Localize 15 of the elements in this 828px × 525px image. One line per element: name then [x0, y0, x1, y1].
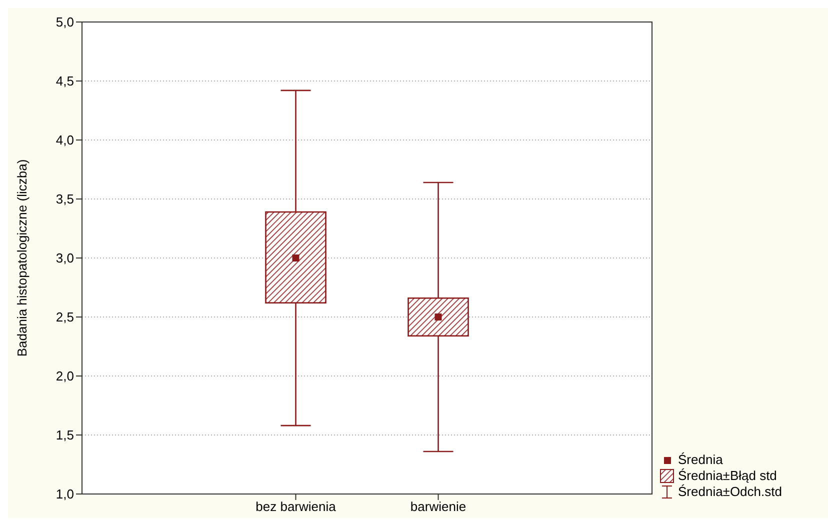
- y-axis-title: Badania histopatologiczne (liczba): [14, 159, 30, 357]
- y-tick-label: 4,0: [56, 132, 74, 148]
- y-tick-label: 5,0: [56, 14, 74, 30]
- text: Średnia±Odch.std: [678, 484, 782, 500]
- y-tick-label: 1,0: [56, 486, 74, 502]
- x-tick-label: bez barwienia: [256, 499, 337, 514]
- text: Średnia±Błąd std: [678, 468, 777, 484]
- text: Średnia: [678, 452, 723, 468]
- y-tick-label: 2,0: [56, 368, 74, 384]
- y-tick-label: 3,0: [56, 250, 74, 266]
- y-tick-label: 2,5: [56, 310, 74, 325]
- x-tick-label: barwienie: [410, 499, 466, 514]
- y-tick-label: 1,5: [56, 428, 74, 443]
- y-tick-label: 3,5: [56, 192, 74, 207]
- y-tick-label: 4,5: [56, 74, 74, 89]
